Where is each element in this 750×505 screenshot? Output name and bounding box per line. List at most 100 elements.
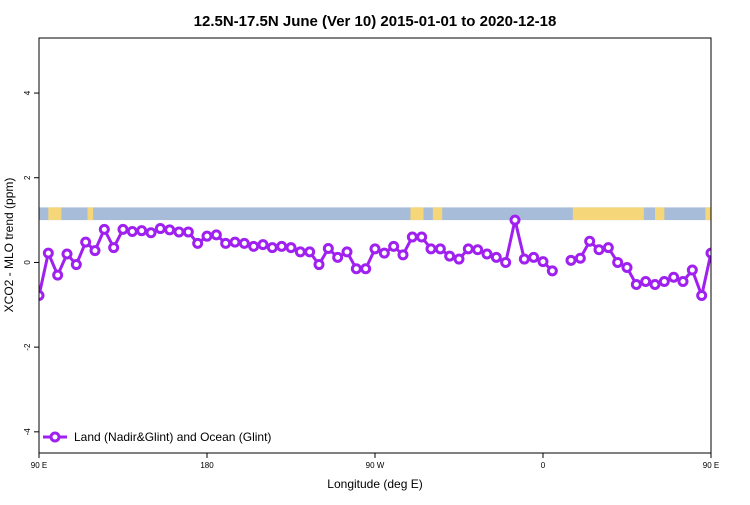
legend-marker-swatch	[49, 431, 61, 443]
data-point	[500, 256, 512, 268]
data-point	[313, 259, 325, 271]
data-point	[266, 242, 278, 254]
data-point	[350, 263, 362, 275]
legend: Land (Nadir&Glint) and Ocean (Glint)	[43, 430, 271, 444]
data-point	[173, 226, 185, 238]
x-axis-label: Longitude (deg E)	[327, 477, 422, 491]
data-point	[154, 223, 166, 235]
data-point	[406, 231, 418, 243]
data-point	[744, 238, 750, 246]
data-point	[164, 224, 176, 236]
data-point	[726, 250, 734, 258]
data-point	[658, 275, 670, 287]
data-point	[677, 275, 689, 287]
data-point	[369, 243, 381, 255]
y-tick-label: 0	[23, 260, 32, 265]
ocean-band	[39, 207, 711, 221]
land-segment	[705, 207, 711, 221]
data-point	[640, 275, 652, 287]
data-point	[276, 240, 288, 252]
series-line	[39, 218, 554, 296]
data-point	[201, 230, 213, 242]
y-tick-label: -4	[23, 428, 32, 436]
data-point	[89, 245, 101, 257]
y-tick-label: -2	[23, 343, 32, 351]
data-point	[593, 244, 605, 256]
data-point	[397, 249, 409, 261]
land-segment	[48, 207, 62, 221]
land-segment	[655, 207, 665, 221]
y-axis: -4 -2 0 2 4	[23, 90, 39, 435]
land-segment	[87, 207, 94, 221]
data-point	[453, 253, 465, 265]
data-point	[70, 259, 82, 271]
data-point	[61, 248, 73, 260]
data-point	[584, 235, 596, 247]
data-point	[416, 231, 428, 243]
land-segment	[432, 207, 443, 221]
data-point	[378, 247, 390, 259]
data-point	[705, 247, 711, 259]
data-point	[668, 271, 680, 283]
data-point	[238, 237, 250, 249]
legend-label: Land (Nadir&Glint) and Ocean (Glint)	[74, 430, 271, 444]
chart-title: 12.5N-17.5N June (Ver 10) 2015-01-01 to …	[194, 13, 557, 30]
data-point	[192, 237, 204, 249]
data-point	[108, 242, 120, 254]
data-point	[565, 254, 577, 266]
data-point	[388, 240, 400, 252]
x-tick-label: 90 E	[703, 461, 719, 470]
data-point	[360, 263, 372, 275]
data-point	[696, 289, 708, 301]
y-tick-label: 4	[23, 90, 32, 95]
data-point	[136, 225, 148, 237]
y-axis-label: XCO2 - MLO trend (ppm)	[2, 178, 16, 313]
data-point	[434, 243, 446, 255]
data-point	[42, 247, 54, 259]
data-point	[39, 289, 45, 301]
data-point	[612, 256, 624, 268]
x-axis: 90 E 180 90 W 0 90 E	[31, 453, 719, 470]
land-segment	[410, 207, 424, 221]
data-point	[304, 246, 316, 258]
data-point	[472, 244, 484, 256]
x-tick-label: 90 W	[366, 461, 385, 470]
x-tick-label: 0	[541, 461, 546, 470]
data-point	[145, 227, 157, 239]
data-point	[444, 250, 456, 262]
data-point	[182, 226, 194, 238]
data-point	[509, 214, 521, 226]
data-point	[210, 229, 222, 241]
data-point	[322, 242, 334, 254]
data-point	[257, 239, 269, 251]
data-point	[425, 243, 437, 255]
series-line	[663, 251, 711, 297]
data-point	[602, 242, 614, 254]
data-point	[126, 226, 138, 238]
data-point	[220, 237, 232, 249]
data-point	[117, 223, 129, 235]
land-mask-band	[39, 207, 711, 221]
x-tick-label: 180	[200, 461, 214, 470]
data-point	[341, 246, 353, 258]
x-tick-label: 90 E	[31, 461, 47, 470]
data-point	[248, 240, 260, 252]
data-point	[98, 223, 110, 235]
data-point	[80, 236, 92, 248]
data-point	[528, 251, 540, 263]
data-point	[285, 242, 297, 254]
data-point	[649, 278, 661, 290]
data-point	[52, 269, 64, 281]
data-point	[537, 256, 549, 268]
data-point	[735, 261, 743, 269]
data-point	[518, 253, 530, 265]
data-point	[716, 271, 724, 279]
data-point	[686, 264, 698, 276]
data-point	[294, 246, 306, 258]
data-point	[621, 262, 633, 274]
data-point	[481, 248, 493, 260]
series-layer	[39, 214, 750, 301]
data-point	[546, 265, 558, 277]
data-point	[630, 278, 642, 290]
data-point	[574, 252, 586, 264]
